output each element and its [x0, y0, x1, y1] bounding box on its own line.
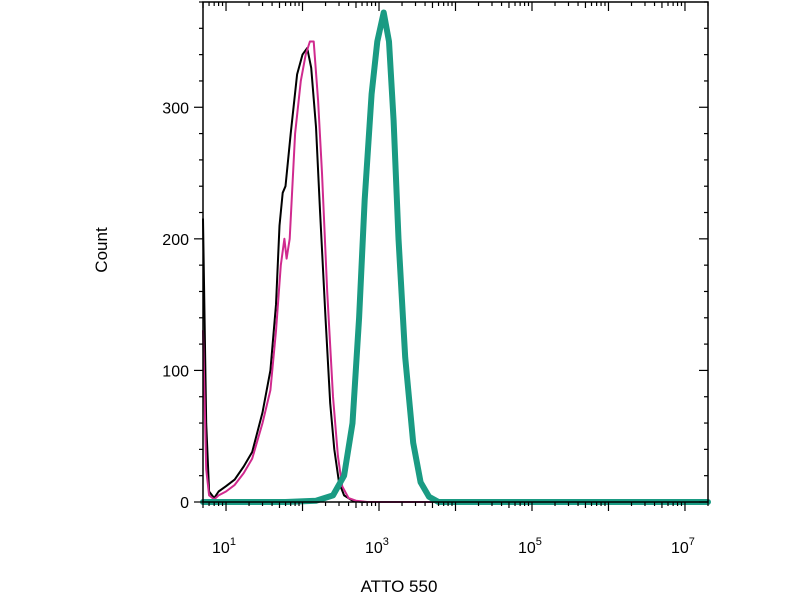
x-tick-label: 105 [518, 536, 542, 557]
series-layer [200, 9, 711, 505]
x-tick-label: 103 [365, 536, 389, 557]
y-tick-label: 200 [162, 232, 189, 249]
y-tick-label: 0 [180, 495, 189, 512]
x-tick-label: 101 [212, 536, 236, 557]
x-axis-label: ATTO 550 [361, 577, 438, 596]
series-line-3 [200, 9, 711, 505]
series-line-1 [202, 47, 709, 503]
y-axis-label: Count [92, 227, 111, 273]
y-tick-label: 300 [162, 100, 189, 117]
ticks-layer: 101 103 105 107 0 100 200 300 [162, 1, 709, 557]
series-line-2 [202, 40, 709, 503]
y-tick-label: 100 [162, 363, 189, 380]
x-tick-label: 107 [671, 536, 695, 557]
